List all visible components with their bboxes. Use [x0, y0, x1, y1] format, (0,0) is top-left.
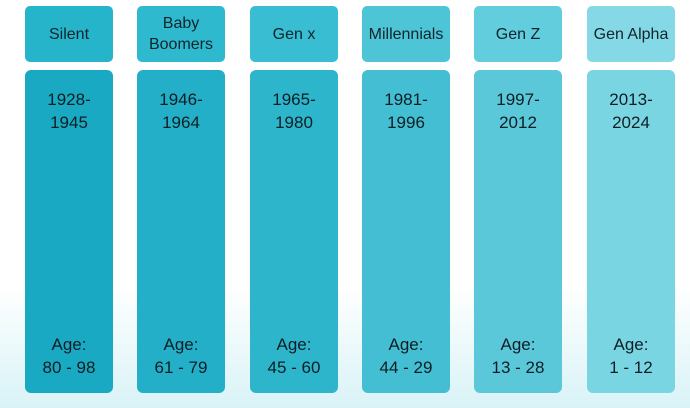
- years-line: 1997-: [496, 90, 540, 109]
- age-line: Age:: [51, 335, 87, 354]
- age-range: Age: 13 - 28: [474, 333, 562, 379]
- year-range: 1946- 1964: [137, 88, 225, 134]
- years-line: 2013-: [609, 90, 653, 109]
- age-line: 44 - 29: [379, 358, 433, 377]
- age-range: Age: 44 - 29: [362, 333, 450, 379]
- age-line: 1 - 12: [609, 358, 653, 377]
- years-line: 1928-: [47, 90, 91, 109]
- age-range: Age: 45 - 60: [250, 333, 338, 379]
- column-header: Gen x: [250, 6, 338, 62]
- years-line: 1980: [275, 113, 313, 132]
- age-range: Age: 61 - 79: [137, 333, 225, 379]
- year-range: 1965- 1980: [250, 88, 338, 134]
- age-line: Age:: [500, 335, 536, 354]
- column-body: [137, 70, 225, 393]
- age-line: 13 - 28: [491, 358, 545, 377]
- column-header: Silent: [25, 6, 113, 62]
- column-body: [587, 70, 675, 393]
- column-body: [25, 70, 113, 393]
- column-body: [474, 70, 562, 393]
- year-range: 1981- 1996: [362, 88, 450, 134]
- age-line: Age:: [163, 335, 199, 354]
- year-range: 1997- 2012: [474, 88, 562, 134]
- years-line: 1981-: [384, 90, 428, 109]
- age-range: Age: 1 - 12: [587, 333, 675, 379]
- years-line: 1996: [387, 113, 425, 132]
- column-body: [362, 70, 450, 393]
- years-line: 1964: [162, 113, 200, 132]
- years-line: 2012: [499, 113, 537, 132]
- years-line: 1945: [50, 113, 88, 132]
- year-range: 1928- 1945: [25, 88, 113, 134]
- age-range: Age: 80 - 98: [25, 333, 113, 379]
- age-line: Age:: [388, 335, 424, 354]
- age-line: 45 - 60: [267, 358, 321, 377]
- age-line: Age:: [613, 335, 649, 354]
- column-header: Millennials: [362, 6, 450, 62]
- column-header: Gen Alpha: [587, 6, 675, 62]
- column-header: Gen Z: [474, 6, 562, 62]
- column-header: Baby Boomers: [137, 6, 225, 62]
- age-line: 61 - 79: [154, 358, 208, 377]
- age-line: 80 - 98: [42, 358, 96, 377]
- column-body: [250, 70, 338, 393]
- years-line: 1946-: [159, 90, 203, 109]
- age-line: Age:: [276, 335, 312, 354]
- years-line: 2024: [612, 113, 650, 132]
- years-line: 1965-: [272, 90, 316, 109]
- year-range: 2013- 2024: [587, 88, 675, 134]
